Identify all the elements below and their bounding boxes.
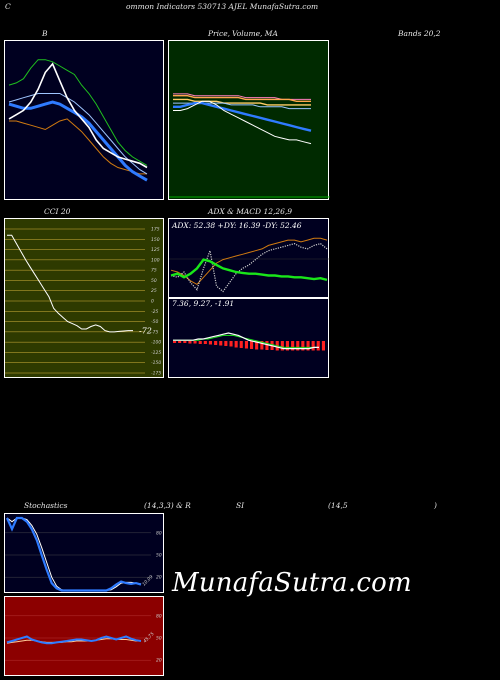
macd-histogram-bar bbox=[203, 341, 207, 344]
cci-tick-label: 150 bbox=[151, 237, 160, 243]
rsi-tick-label: 20 bbox=[156, 658, 162, 664]
adx-line bbox=[170, 258, 328, 282]
pv-ma-line-3 bbox=[173, 98, 311, 106]
cci-label: CCI 20 bbox=[44, 207, 71, 216]
stochastics-label: Stochastics bbox=[24, 501, 68, 510]
cci-tick-label: 75 bbox=[151, 268, 157, 274]
macd-histogram-bar bbox=[214, 341, 218, 345]
macd-histogram-bar bbox=[188, 341, 192, 344]
macd-histogram-bar bbox=[193, 341, 197, 344]
pv-ma-line-2 bbox=[173, 95, 311, 102]
stoch-last-value: 10.09 bbox=[141, 574, 154, 587]
cci-tick-label: -25 bbox=[151, 309, 158, 315]
watermark: MunafaSutra.com bbox=[172, 568, 412, 598]
cci-tick-label: -125 bbox=[151, 350, 161, 356]
bollinger-panel bbox=[4, 40, 164, 200]
macd-histogram-bar bbox=[178, 341, 182, 343]
price-volume-panel bbox=[168, 40, 330, 200]
cci-tick-label: 0 bbox=[151, 299, 154, 305]
adx-values-label: ADX: 52.38 +DY: 16.39 -DY: 52.46 bbox=[172, 221, 302, 230]
rsi-tick-label: 50 bbox=[156, 636, 162, 642]
macd-histogram-bar bbox=[219, 341, 223, 346]
rsi-last-value: 45.75 bbox=[142, 631, 155, 644]
cci-tick-label: 50 bbox=[151, 278, 157, 284]
cci-tick-label: 100 bbox=[151, 257, 160, 263]
rsi-panel: 80 50 20 45.75 bbox=[4, 596, 164, 676]
macd-histogram-bar bbox=[173, 341, 177, 343]
header-letter: C bbox=[5, 2, 11, 11]
macd-values-label: 7.36, 9.27, -1.91 bbox=[172, 299, 235, 308]
pv-ma-line-5 bbox=[173, 101, 312, 132]
cci-tick-label: -150 bbox=[151, 360, 161, 366]
macd-line bbox=[173, 332, 319, 350]
macd-histogram-bar bbox=[229, 341, 233, 347]
stoch-d-line bbox=[6, 517, 142, 591]
cci-line bbox=[7, 234, 133, 333]
stoch-tick-label: 50 bbox=[156, 553, 162, 559]
price-label: Price, bbox=[208, 29, 231, 38]
cci-tick-label: 175 bbox=[151, 227, 160, 233]
cci-tick-label: -100 bbox=[151, 340, 161, 346]
bb-lower-line bbox=[9, 118, 147, 175]
macd-histogram-bar bbox=[239, 341, 243, 348]
macd-histogram-bar bbox=[244, 341, 248, 349]
macd-histogram-bar bbox=[316, 341, 320, 351]
macd-histogram-bar bbox=[301, 341, 305, 351]
macd-histogram-bar bbox=[306, 341, 310, 351]
adx-minus-dy-line bbox=[170, 237, 328, 286]
stochastics-params-label: (14,3,3) & R bbox=[144, 501, 191, 510]
adx-chart bbox=[169, 237, 330, 293]
adx-macd-label: ADX & MACD 12,26,9 bbox=[208, 207, 293, 216]
macd-histogram-bar bbox=[183, 341, 187, 343]
volume-ma-label: Volume, MA bbox=[232, 29, 278, 38]
bb-upper-line bbox=[8, 59, 148, 166]
macd-histogram-bar bbox=[234, 341, 238, 348]
bollinger-label: B bbox=[42, 29, 48, 38]
rsi-params-label: (14,5 bbox=[328, 501, 348, 510]
macd-histogram-bar bbox=[291, 341, 295, 351]
macd-histogram-bar bbox=[265, 341, 269, 350]
macd-histogram-bar bbox=[255, 341, 259, 350]
cci-tick-label: 125 bbox=[151, 247, 160, 253]
macd-histogram-bar bbox=[260, 341, 264, 350]
stoch-tick-label: 20 bbox=[156, 575, 162, 581]
macd-histogram-bar bbox=[198, 341, 202, 344]
rsi-label: SI bbox=[236, 501, 245, 510]
macd-histogram-bar bbox=[285, 341, 289, 351]
cci-chart: 175 150 125 100 75 50 25 0 -25 -50 -75 -100 -125 -150… bbox=[5, 227, 161, 377]
bb-price-path bbox=[8, 62, 148, 169]
adx-panel bbox=[168, 218, 330, 298]
cci-tick-label: 25 bbox=[151, 288, 157, 294]
cci-tick-label: -50 bbox=[151, 319, 158, 325]
macd-panel bbox=[168, 298, 329, 378]
macd-histogram-bar bbox=[321, 341, 325, 351]
adx-plus-dy-line bbox=[170, 242, 328, 293]
macd-histogram-bar bbox=[311, 341, 315, 351]
rsi-params-close: ) bbox=[434, 501, 437, 510]
bb-ma-inner-line bbox=[8, 93, 148, 175]
macd-chart bbox=[173, 332, 325, 351]
cci-tick-label: -175 bbox=[151, 371, 161, 377]
macd-histogram-bar bbox=[280, 341, 284, 351]
macd-histogram-bar bbox=[224, 341, 228, 346]
stochastics-panel: 80 50 20 10.09 bbox=[4, 513, 164, 593]
cci-panel: 175 150 125 100 75 50 25 0 -25 -50 -75 -100 -125 -150… bbox=[4, 218, 164, 378]
macd-histogram-bar bbox=[296, 341, 300, 351]
rsi-line bbox=[6, 635, 142, 645]
page-title: ommon Indicators 530713 AJEL MunafaSutra… bbox=[126, 2, 319, 11]
bands-label: Bands 20,2 bbox=[398, 29, 441, 38]
cci-last-value: -72 bbox=[139, 327, 152, 336]
stoch-k-line bbox=[5, 516, 142, 592]
price-volume-chart bbox=[169, 93, 330, 198]
macd-histogram-bar bbox=[250, 341, 254, 349]
rsi-chart: 80 50 20 45.75 bbox=[5, 613, 162, 664]
bollinger-chart bbox=[8, 59, 148, 182]
stoch-tick-label: 80 bbox=[156, 530, 162, 536]
cci-tick-label: -75 bbox=[151, 329, 158, 335]
pv-ma-line-6 bbox=[173, 100, 312, 145]
macd-histogram-bar bbox=[208, 341, 212, 345]
rsi-tick-label: 80 bbox=[156, 613, 162, 619]
